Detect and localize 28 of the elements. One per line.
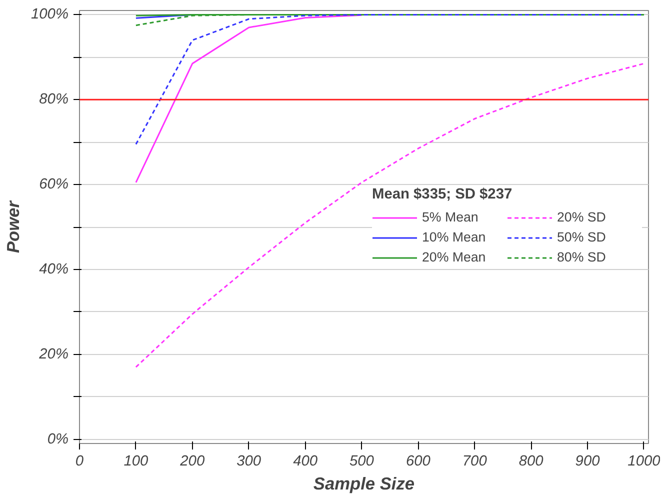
legend-label: 80% SD: [557, 250, 607, 264]
y-tick-label: 40%: [39, 261, 69, 278]
line-series: [135, 62, 645, 368]
x-tick-label: 200: [179, 454, 206, 470]
x-axis-title: Sample Size: [313, 474, 415, 494]
y-tick-label: 0%: [47, 431, 69, 448]
legend-label: 20% SD: [557, 210, 607, 224]
y-tick-label: 60%: [39, 176, 69, 193]
x-tick-label: 0: [75, 454, 84, 470]
y-tick-label: 20%: [38, 346, 69, 362]
x-tick-label: 1000: [628, 454, 662, 470]
x-tick-label: 900: [575, 454, 601, 470]
x-tick-label: 700: [462, 454, 488, 470]
legend-label: 10% Mean: [422, 230, 487, 244]
x-tick-label: 400: [293, 454, 318, 470]
legend-title: Mean $335; SD $237: [372, 186, 514, 202]
y-tick-label: 100%: [31, 6, 69, 23]
legend-label: 50% SD: [557, 230, 607, 244]
legend-label: 20% Mean: [422, 250, 487, 264]
line-series: [135, 14, 362, 184]
x-tick-label: 300: [236, 454, 262, 470]
x-tick-label: 600: [406, 454, 432, 470]
y-tick-label: 80%: [39, 92, 69, 108]
legend-label: 5% Mean: [422, 210, 480, 224]
y-axis-title: Power: [3, 200, 24, 253]
x-tick-label: 800: [518, 454, 544, 470]
x-tick-label: 500: [350, 454, 375, 470]
x-tick-label: 100: [124, 454, 150, 470]
